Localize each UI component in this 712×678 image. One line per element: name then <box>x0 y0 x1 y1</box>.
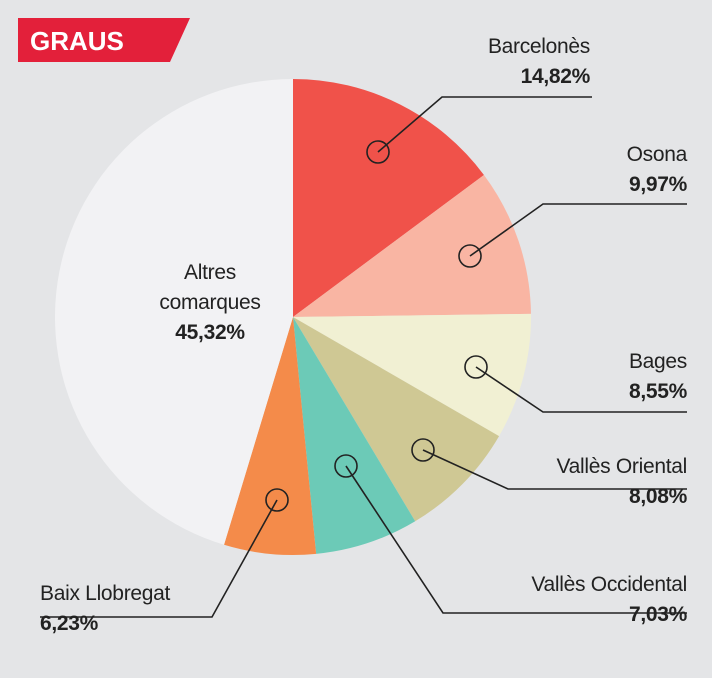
slice-label: Altres comarques 45,32% <box>145 258 275 348</box>
callout-dot <box>265 488 289 512</box>
title-tab <box>18 18 190 62</box>
category-label: Altres comarques <box>159 261 261 314</box>
category-label: Baix Llobregat <box>40 582 171 605</box>
pie-slice <box>293 313 532 437</box>
pie-slice <box>54 79 293 545</box>
chart-title: GRAUS <box>30 26 124 56</box>
callout-dot <box>458 244 482 268</box>
callout-dot <box>464 355 488 379</box>
category-label: Vallès Occidental <box>531 573 687 596</box>
value-label: 14,82% <box>520 65 591 88</box>
value-label: 8,55% <box>628 380 687 403</box>
callout-dot <box>411 438 435 462</box>
value-label: 8,08% <box>628 485 687 508</box>
category-label: Vallès Oriental <box>556 455 687 478</box>
pie-slice <box>224 317 317 555</box>
slice-label: Baix Llobregat 6,23% <box>40 579 170 639</box>
leader-line <box>475 366 687 413</box>
pie-slice <box>293 79 484 317</box>
category-label: Osona <box>626 143 688 166</box>
leader-line <box>40 499 278 618</box>
leader-line <box>469 203 687 257</box>
pie-slice <box>293 174 531 317</box>
pie-slice <box>293 317 416 554</box>
slice-label: Bages 8,55% <box>629 347 687 407</box>
slice-label: Osona 9,97% <box>626 140 688 200</box>
pie <box>54 79 532 555</box>
value-label: 45,32% <box>175 321 245 344</box>
value-label: 6,23% <box>40 612 99 635</box>
pie-slice <box>293 317 500 522</box>
leader-line <box>377 96 592 153</box>
slice-label: Vallès Occidental 7,03% <box>531 570 687 630</box>
callouts <box>40 96 687 618</box>
value-label: 7,03% <box>628 603 687 626</box>
slice-label: Vallès Oriental 8,08% <box>556 452 687 512</box>
category-label: Barcelonès <box>487 35 590 58</box>
leader-line <box>422 449 687 490</box>
value-label: 9,97% <box>628 173 687 196</box>
callout-dot <box>334 454 358 478</box>
leader-line <box>345 465 687 614</box>
category-label: Bages <box>628 350 687 373</box>
slice-label: Barcelonès 14,82% <box>488 32 590 92</box>
callout-dot <box>366 140 390 164</box>
